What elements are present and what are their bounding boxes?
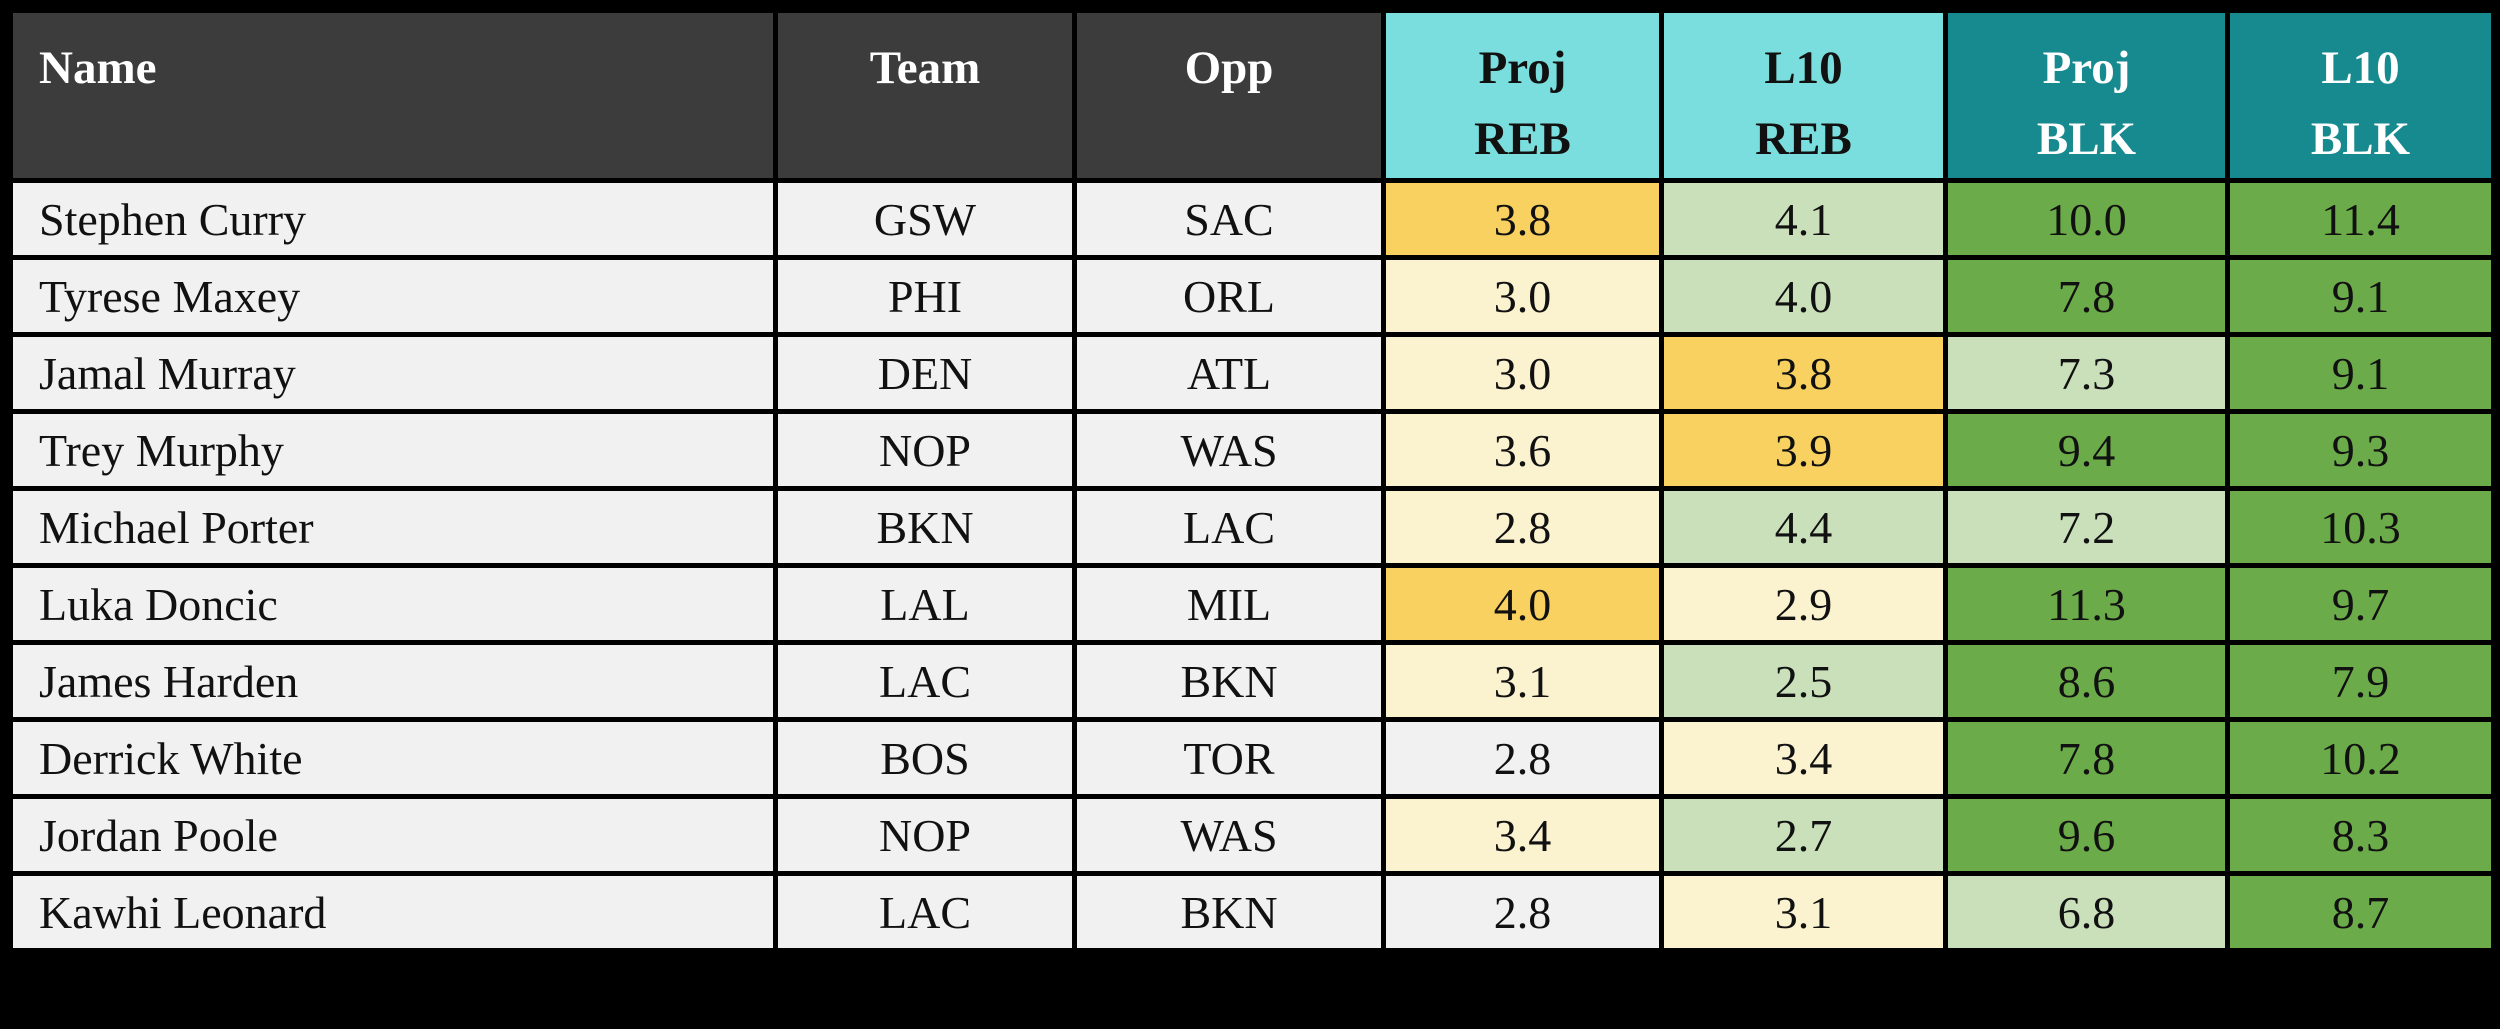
team-cell: PHI	[773, 255, 1077, 337]
column-header-proj_reb: Proj REB	[1381, 8, 1664, 183]
proj_reb-cell: 2.8	[1381, 717, 1664, 799]
opp-cell: TOR	[1072, 717, 1386, 799]
opp-cell: BKN	[1072, 871, 1386, 953]
proj_reb-cell: 3.1	[1381, 640, 1664, 722]
player-name-cell: Tyrese Maxey	[8, 255, 778, 337]
opp-cell: WAS	[1072, 409, 1386, 491]
column-header-proj_blk: Proj BLK	[1943, 8, 2230, 183]
header-row: Name Team Opp Proj REB L10 REB Proj BLK L10 BLK	[8, 8, 2496, 183]
proj_reb-cell: 3.0	[1381, 255, 1664, 337]
column-header-l10_blk: L10 BLK	[2225, 8, 2496, 183]
l10_blk-cell: 8.3	[2225, 794, 2496, 876]
team-cell: NOP	[773, 794, 1077, 876]
l10_reb-cell: 3.9	[1659, 409, 1948, 491]
opp-cell: ATL	[1072, 332, 1386, 414]
opp-cell: SAC	[1072, 178, 1386, 260]
player-name-cell: Jamal Murray	[8, 332, 778, 414]
player-name-cell: Trey Murphy	[8, 409, 778, 491]
table-row: Luka Doncic LAL MIL 4.0 2.9 11.3 9.7	[8, 563, 2496, 645]
proj_blk-cell: 7.8	[1943, 255, 2230, 337]
opp-cell: LAC	[1072, 486, 1386, 568]
table-row: Tyrese Maxey PHI ORL 3.0 4.0 7.8 9.1	[8, 255, 2496, 337]
table-row: Kawhi Leonard LAC BKN 2.8 3.1 6.8 8.7	[8, 871, 2496, 953]
l10_blk-cell: 9.3	[2225, 409, 2496, 491]
l10_reb-cell: 4.0	[1659, 255, 1948, 337]
l10_blk-cell: 11.4	[2225, 178, 2496, 260]
team-cell: GSW	[773, 178, 1077, 260]
proj_blk-cell: 7.2	[1943, 486, 2230, 568]
proj_blk-cell: 10.0	[1943, 178, 2230, 260]
l10_reb-cell: 2.9	[1659, 563, 1948, 645]
proj_blk-cell: 9.4	[1943, 409, 2230, 491]
column-header-opp: Opp	[1072, 8, 1386, 183]
table-row: Trey Murphy NOP WAS 3.6 3.9 9.4 9.3	[8, 409, 2496, 491]
team-cell: DEN	[773, 332, 1077, 414]
proj_reb-cell: 3.0	[1381, 332, 1664, 414]
proj_blk-cell: 7.8	[1943, 717, 2230, 799]
l10_blk-cell: 9.1	[2225, 255, 2496, 337]
proj_reb-cell: 4.0	[1381, 563, 1664, 645]
proj_reb-cell: 2.8	[1381, 871, 1664, 953]
l10_reb-cell: 3.1	[1659, 871, 1948, 953]
proj_reb-cell: 3.8	[1381, 178, 1664, 260]
table-row: Michael Porter BKN LAC 2.8 4.4 7.2 10.3	[8, 486, 2496, 568]
table-row: Derrick White BOS TOR 2.8 3.4 7.8 10.2	[8, 717, 2496, 799]
l10_reb-cell: 2.7	[1659, 794, 1948, 876]
player-name-cell: Michael Porter	[8, 486, 778, 568]
table-row: James Harden LAC BKN 3.1 2.5 8.6 7.9	[8, 640, 2496, 722]
l10_reb-cell: 2.5	[1659, 640, 1948, 722]
l10_reb-cell: 3.4	[1659, 717, 1948, 799]
player-name-cell: Derrick White	[8, 717, 778, 799]
l10_blk-cell: 8.7	[2225, 871, 2496, 953]
table-row: Stephen Curry GSW SAC 3.8 4.1 10.0 11.4	[8, 178, 2496, 260]
table-row: Jamal Murray DEN ATL 3.0 3.8 7.3 9.1	[8, 332, 2496, 414]
proj_blk-cell: 7.3	[1943, 332, 2230, 414]
proj_reb-cell: 2.8	[1381, 486, 1664, 568]
l10_blk-cell: 10.2	[2225, 717, 2496, 799]
team-cell: BKN	[773, 486, 1077, 568]
opp-cell: WAS	[1072, 794, 1386, 876]
l10_blk-cell: 9.1	[2225, 332, 2496, 414]
player-name-cell: Luka Doncic	[8, 563, 778, 645]
proj_blk-cell: 9.6	[1943, 794, 2230, 876]
l10_blk-cell: 9.7	[2225, 563, 2496, 645]
player-name-cell: Jordan Poole	[8, 794, 778, 876]
opp-cell: MIL	[1072, 563, 1386, 645]
table-header: Name Team Opp Proj REB L10 REB Proj BLK L10 BLK	[8, 8, 2496, 183]
player-name-cell: James Harden	[8, 640, 778, 722]
player-name-cell: Kawhi Leonard	[8, 871, 778, 953]
team-cell: LAL	[773, 563, 1077, 645]
opp-cell: ORL	[1072, 255, 1386, 337]
proj_blk-cell: 11.3	[1943, 563, 2230, 645]
table-body: Stephen Curry GSW SAC 3.8 4.1 10.0 11.4 Tyrese …	[8, 178, 2496, 953]
proj_blk-cell: 6.8	[1943, 871, 2230, 953]
l10_blk-cell: 7.9	[2225, 640, 2496, 722]
team-cell: BOS	[773, 717, 1077, 799]
column-header-l10_reb: L10 REB	[1659, 8, 1948, 183]
l10_blk-cell: 10.3	[2225, 486, 2496, 568]
opp-cell: BKN	[1072, 640, 1386, 722]
proj_reb-cell: 3.6	[1381, 409, 1664, 491]
table-row: Jordan Poole NOP WAS 3.4 2.7 9.6 8.3	[8, 794, 2496, 876]
proj_blk-cell: 8.6	[1943, 640, 2230, 722]
l10_reb-cell: 3.8	[1659, 332, 1948, 414]
team-cell: LAC	[773, 640, 1077, 722]
l10_reb-cell: 4.1	[1659, 178, 1948, 260]
team-cell: LAC	[773, 871, 1077, 953]
proj_reb-cell: 3.4	[1381, 794, 1664, 876]
player-name-cell: Stephen Curry	[8, 178, 778, 260]
column-header-name: Name	[8, 8, 778, 183]
team-cell: NOP	[773, 409, 1077, 491]
stats-table: Name Team Opp Proj REB L10 REB Proj BLK L10 BLK St…	[8, 8, 2496, 953]
column-header-team: Team	[773, 8, 1077, 183]
l10_reb-cell: 4.4	[1659, 486, 1948, 568]
